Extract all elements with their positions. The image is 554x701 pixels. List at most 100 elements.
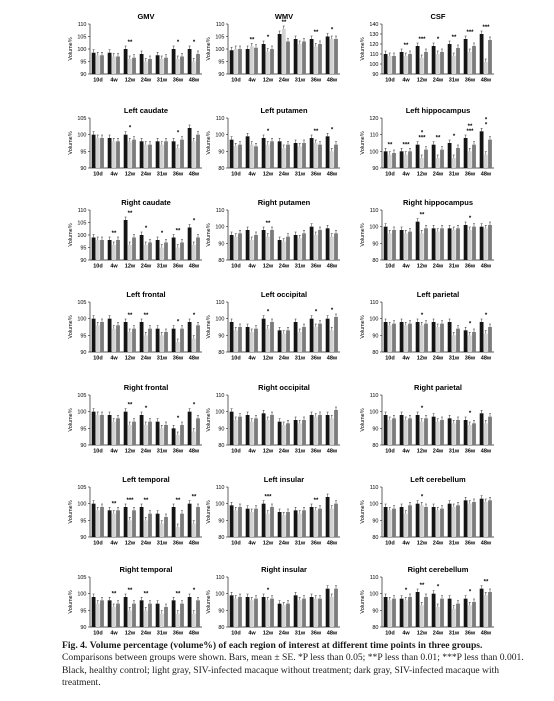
x-tick-label: 12w [263,78,274,84]
y-tick-label: 110 [216,393,225,399]
significance-label: * [437,585,440,591]
bar [399,52,404,74]
bar [95,510,100,537]
bar [159,144,164,168]
x-tick-label: 4w [110,356,118,362]
bar [318,144,322,168]
bar [265,513,270,537]
x-tick-label: 48w [327,264,338,270]
bar [143,610,148,627]
x-tick-label: 31w [295,631,306,637]
bar [488,416,492,445]
y-tick-label: 100 [369,62,378,68]
x-tick-label: 24w [141,78,152,84]
chart-title-left-putamen: Left putamen [260,106,308,115]
significance-label: ** [436,136,441,142]
bar [415,322,420,352]
bar [148,603,152,627]
bar [286,236,290,260]
x-tick-label: 10d [231,172,240,178]
bar [440,52,444,74]
x-tick-label: 48w [327,631,338,637]
x-tick-label: 48w [327,172,338,178]
x-tick-label: 12w [263,541,274,547]
bar [155,55,160,74]
significance-label: ** [112,231,117,237]
significance-label: ** [144,591,149,597]
x-tick-label: 31w [295,172,306,178]
bar [467,52,472,74]
y-tick-label: 110 [370,52,379,58]
bar [297,423,302,445]
bar [91,503,96,537]
bar [435,158,440,168]
x-tick-label: 12w [417,449,428,455]
bar [139,235,144,260]
y-tick-label: 100 [215,47,224,53]
bar [392,418,396,445]
bar [329,236,334,260]
x-tick-label: 31w [157,78,168,84]
bar [187,503,192,537]
x-tick-label: 10d [93,631,102,637]
bar [100,138,104,168]
bar [111,513,116,537]
y-axis-label: Volume% [360,223,366,246]
bar [403,154,408,168]
bar [456,148,460,168]
x-tick-label: 36w [173,264,184,270]
bar [399,415,404,445]
x-tick-label: 36w [311,78,322,84]
y-axis-label: Volume% [206,408,212,431]
significance-label: * [405,588,408,594]
y-tick-label: 90 [218,608,224,614]
x-tick-label: 31w [449,631,460,637]
y-axis-label: Volume% [206,37,212,60]
x-tick-label: 12w [417,172,428,178]
bar [488,40,492,74]
y-axis-label: Volume% [360,500,366,523]
bar [302,41,306,74]
y-axis-label: Volume% [360,131,366,154]
bar [107,415,112,445]
bar [132,237,136,260]
bar [171,428,176,445]
bar [302,510,306,537]
chart-title-left-parietal: Left parietal [417,290,460,299]
bar [191,61,196,74]
bar [456,328,460,352]
significance-label: * [331,127,334,133]
bar [91,237,96,260]
y-tick-label: 80 [372,535,378,541]
bar [143,520,148,537]
significance-label: ** [144,313,149,319]
bar [281,333,286,352]
bar [463,420,468,445]
x-tick-label: 12w [263,356,274,362]
bar [180,425,184,445]
y-tick-label: 110 [78,22,87,28]
bar [123,134,128,168]
bar [148,328,152,352]
bar [95,138,100,168]
bar [229,505,234,537]
y-tick-label: 110 [216,116,225,122]
bar [383,507,388,537]
bar [245,327,250,352]
bar [313,143,318,168]
bar [447,598,452,627]
significance-label: * [485,313,488,319]
bar [334,588,338,627]
y-tick-label: 105 [77,221,86,227]
significance-label: * [177,131,180,137]
bar [325,415,330,445]
bar [451,507,456,537]
bar [91,52,96,74]
bar [488,327,492,352]
x-tick-label: 24w [279,264,290,270]
bar [107,52,112,74]
x-tick-label: 48w [481,172,492,178]
bar [270,322,274,352]
bar [261,413,266,445]
significance-label: * [469,321,472,327]
